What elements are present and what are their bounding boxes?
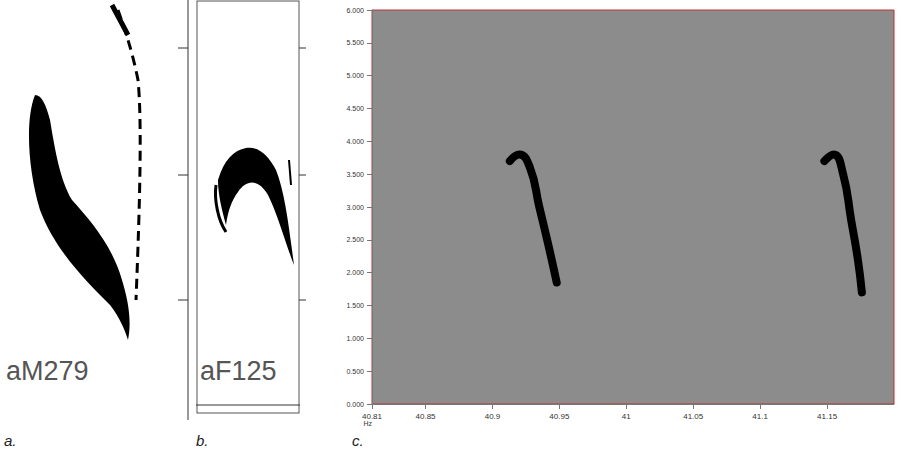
html-text:aF125: aF125: [200, 356, 277, 386]
svg-text:3.000: 3.000: [346, 204, 364, 211]
html-text:c.: c.: [352, 432, 364, 449]
html-text:aM279: aM279: [6, 356, 89, 386]
svg-text:41: 41: [622, 412, 631, 421]
svg-text:40.85: 40.85: [416, 412, 437, 421]
svg-text:4.500: 4.500: [346, 105, 364, 112]
svg-text:4.000: 4.000: [346, 138, 364, 145]
html-text:b.: b.: [196, 432, 209, 449]
svg-text:0.000: 0.000: [346, 401, 364, 408]
svg-text:3.500: 3.500: [346, 171, 364, 178]
svg-text:40.9: 40.9: [485, 412, 501, 421]
svg-text:2.500: 2.500: [346, 236, 364, 243]
svg-text:40.81: 40.81: [362, 412, 383, 421]
svg-text:40.95: 40.95: [549, 412, 570, 421]
svg-text:1.000: 1.000: [346, 335, 364, 342]
svg-text:5.500: 5.500: [346, 39, 364, 46]
svg-text:1.500: 1.500: [346, 302, 364, 309]
svg-text:0.500: 0.500: [346, 368, 364, 375]
svg-text:41.05: 41.05: [683, 412, 704, 421]
svg-text:5.000: 5.000: [346, 72, 364, 79]
svg-text:41.1: 41.1: [752, 412, 768, 421]
svg-text:2.000: 2.000: [346, 269, 364, 276]
html-text:a.: a.: [4, 432, 17, 449]
svg-text:Hz: Hz: [363, 420, 372, 427]
svg-text:6.000: 6.000: [346, 7, 364, 14]
svg-text:41.15: 41.15: [817, 412, 838, 421]
